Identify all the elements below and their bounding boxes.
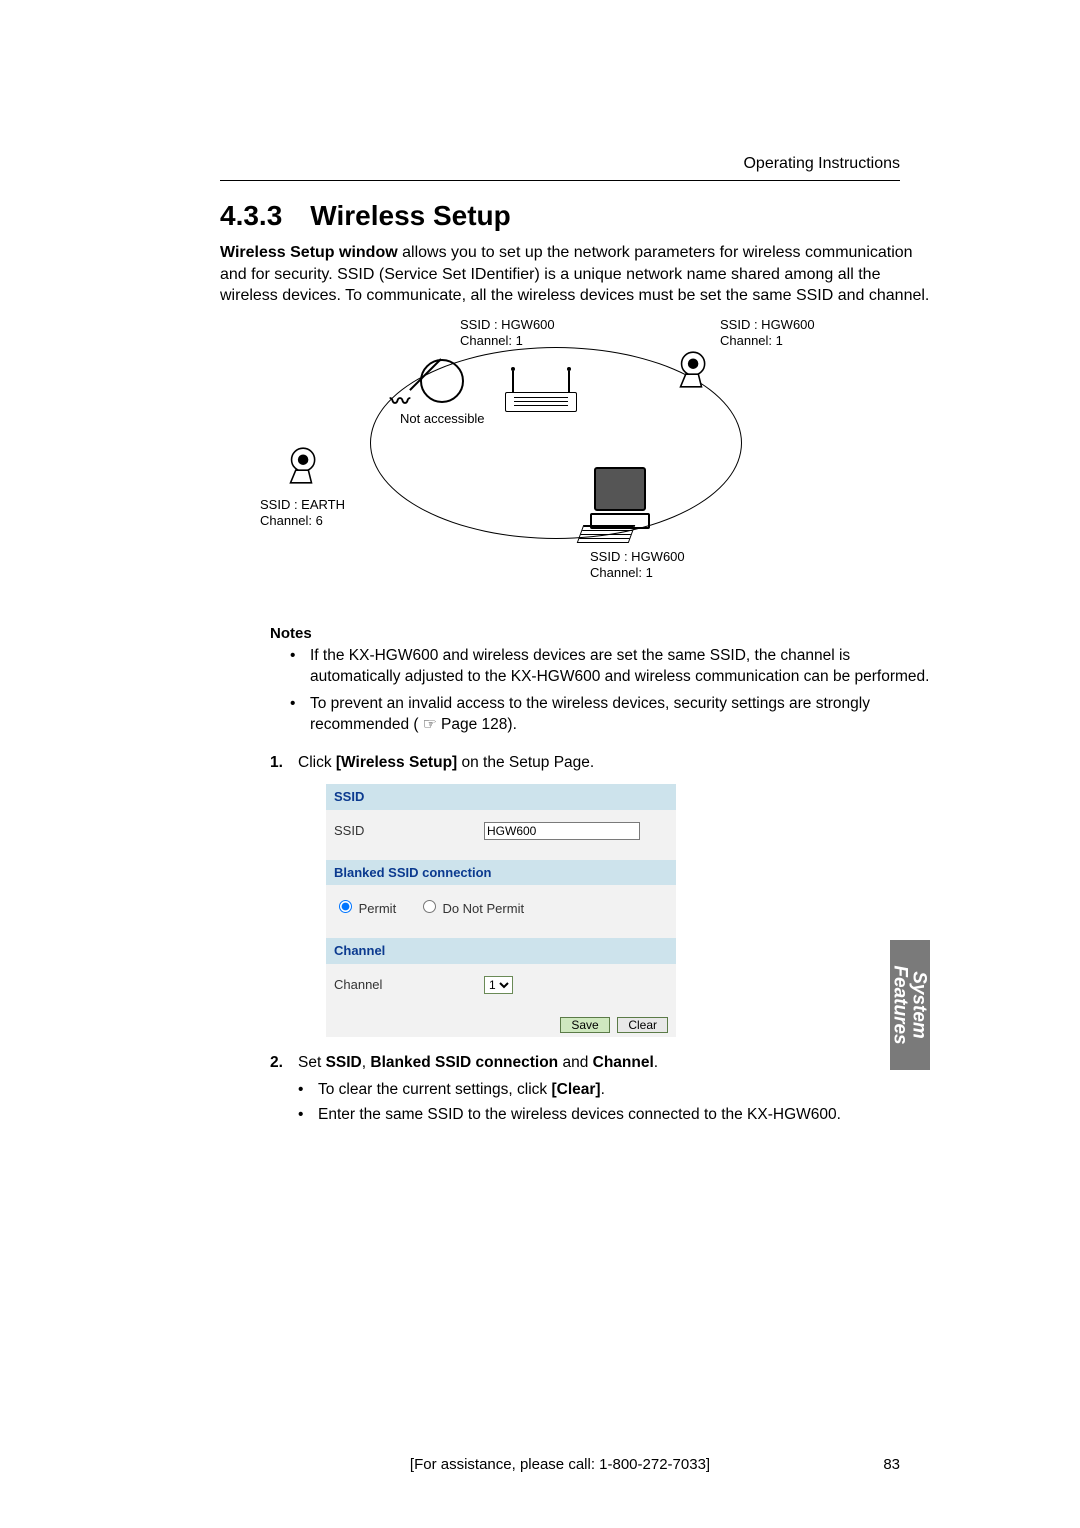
step2-m2: and [558,1054,592,1071]
header-doc-title: Operating Instructions [743,155,900,173]
section-number: 4.3.3 [220,200,282,231]
page-footer: [For assistance, please call: 1-800-272-… [220,1456,900,1473]
signal-squiggle: 〰 [390,385,410,414]
channel-label: Channel [334,976,484,994]
channel-section-body: Channel 1 [326,964,676,1014]
camera-left-ssid: SSID : EARTH [260,497,345,512]
notes-list: If the KX-HGW600 and wireless devices ar… [290,646,930,736]
pc-ssid: SSID : HGW600 [590,549,685,564]
page: Operating Instructions 4.3.3 Wireless Set… [0,0,1080,1528]
channel-section-header: Channel [326,938,676,964]
footer-assist: [For assistance, please call: 1-800-272-… [410,1456,710,1473]
step1-post: on the Setup Page. [457,754,594,771]
do-not-permit-radio[interactable] [423,900,436,913]
step2-b3: Channel [593,1054,654,1071]
sub1-pre: Enter the same SSID to the wireless devi… [318,1106,841,1123]
step1-pre: Click [298,754,336,771]
section-title-text: Wireless Setup [310,200,510,231]
ssid-input[interactable] [484,822,640,840]
section-intro: Wireless Setup window allows you to set … [220,242,930,307]
ssid-section-header: SSID [326,784,676,810]
pc-icon [590,467,650,529]
network-diagram: SSID : HGW600 Channel: 1 SSID : HGW600 C… [240,317,760,607]
side-tab: System Features [890,940,930,1070]
camera-right-label: SSID : HGW600 Channel: 1 [720,317,815,350]
permit-text: Permit [359,901,397,916]
pc-channel: Channel: 1 [590,565,653,580]
camera-svg [670,349,712,391]
camera-left-label: SSID : EARTH Channel: 6 [260,497,345,530]
step2-b1: SSID [326,1054,362,1071]
header-rule [220,180,900,181]
intro-bold: Wireless Setup window [220,244,398,261]
camera-svg-2 [280,445,322,487]
do-not-permit-text: Do Not Permit [442,901,524,916]
step2-b2: Blanked SSID connection [370,1054,558,1071]
ssid-label: SSID [334,822,484,840]
clear-button[interactable]: Clear [617,1017,668,1033]
step-1: Click [Wireless Setup] on the Setup Page… [270,753,930,1037]
footer-page-number: 83 [883,1456,900,1473]
step-2: Set SSID, Blanked SSID connection and Ch… [270,1053,930,1126]
do-not-permit-radio-label[interactable]: Do Not Permit [418,901,524,916]
step2-pre: Set [298,1054,326,1071]
not-accessible-label: Not accessible [400,411,485,427]
camera-right-ssid: SSID : HGW600 [720,317,815,332]
router-label: SSID : HGW600 Channel: 1 [460,317,555,350]
channel-select[interactable]: 1 [484,976,513,994]
step1-bold: [Wireless Setup] [336,754,457,771]
steps-list: Click [Wireless Setup] on the Setup Page… [270,753,930,1125]
camera-right-icon [670,349,712,391]
camera-left-icon [280,445,322,487]
sub0-post: . [601,1081,605,1098]
side-tab-line2: Features [890,965,911,1044]
router-channel: Channel: 1 [460,333,523,348]
permit-radio-label[interactable]: Permit [334,901,400,916]
step2-post: . [654,1054,658,1071]
step2-sub-item: Enter the same SSID to the wireless devi… [298,1105,930,1126]
notes-heading: Notes [270,625,930,642]
note-item: If the KX-HGW600 and wireless devices ar… [290,646,930,688]
ssid-section-body: SSID [326,810,676,860]
camera-right-channel: Channel: 1 [720,333,783,348]
pc-label: SSID : HGW600 Channel: 1 [590,549,685,582]
section-heading: 4.3.3 Wireless Setup [220,200,930,232]
router-icon [505,392,577,412]
permit-radio[interactable] [339,900,352,913]
button-bar: Save Clear [326,1014,676,1038]
sub0-bold: [Clear] [551,1081,600,1098]
sub0-pre: To clear the current settings, click [318,1081,551,1098]
step2-sub-item: To clear the current settings, click [Cl… [298,1080,930,1101]
wireless-setup-panel: SSID SSID Blanked SSID connection Permit [326,784,676,1037]
camera-left-channel: Channel: 6 [260,513,323,528]
side-tab-line1: System [909,971,930,1039]
save-button[interactable]: Save [560,1017,609,1033]
blanked-section-header: Blanked SSID connection [326,860,676,886]
note-item: To prevent an invalid access to the wire… [290,694,930,736]
router-ssid: SSID : HGW600 [460,317,555,332]
not-accessible-icon [420,359,464,403]
blanked-section-body: Permit Do Not Permit [326,885,676,938]
